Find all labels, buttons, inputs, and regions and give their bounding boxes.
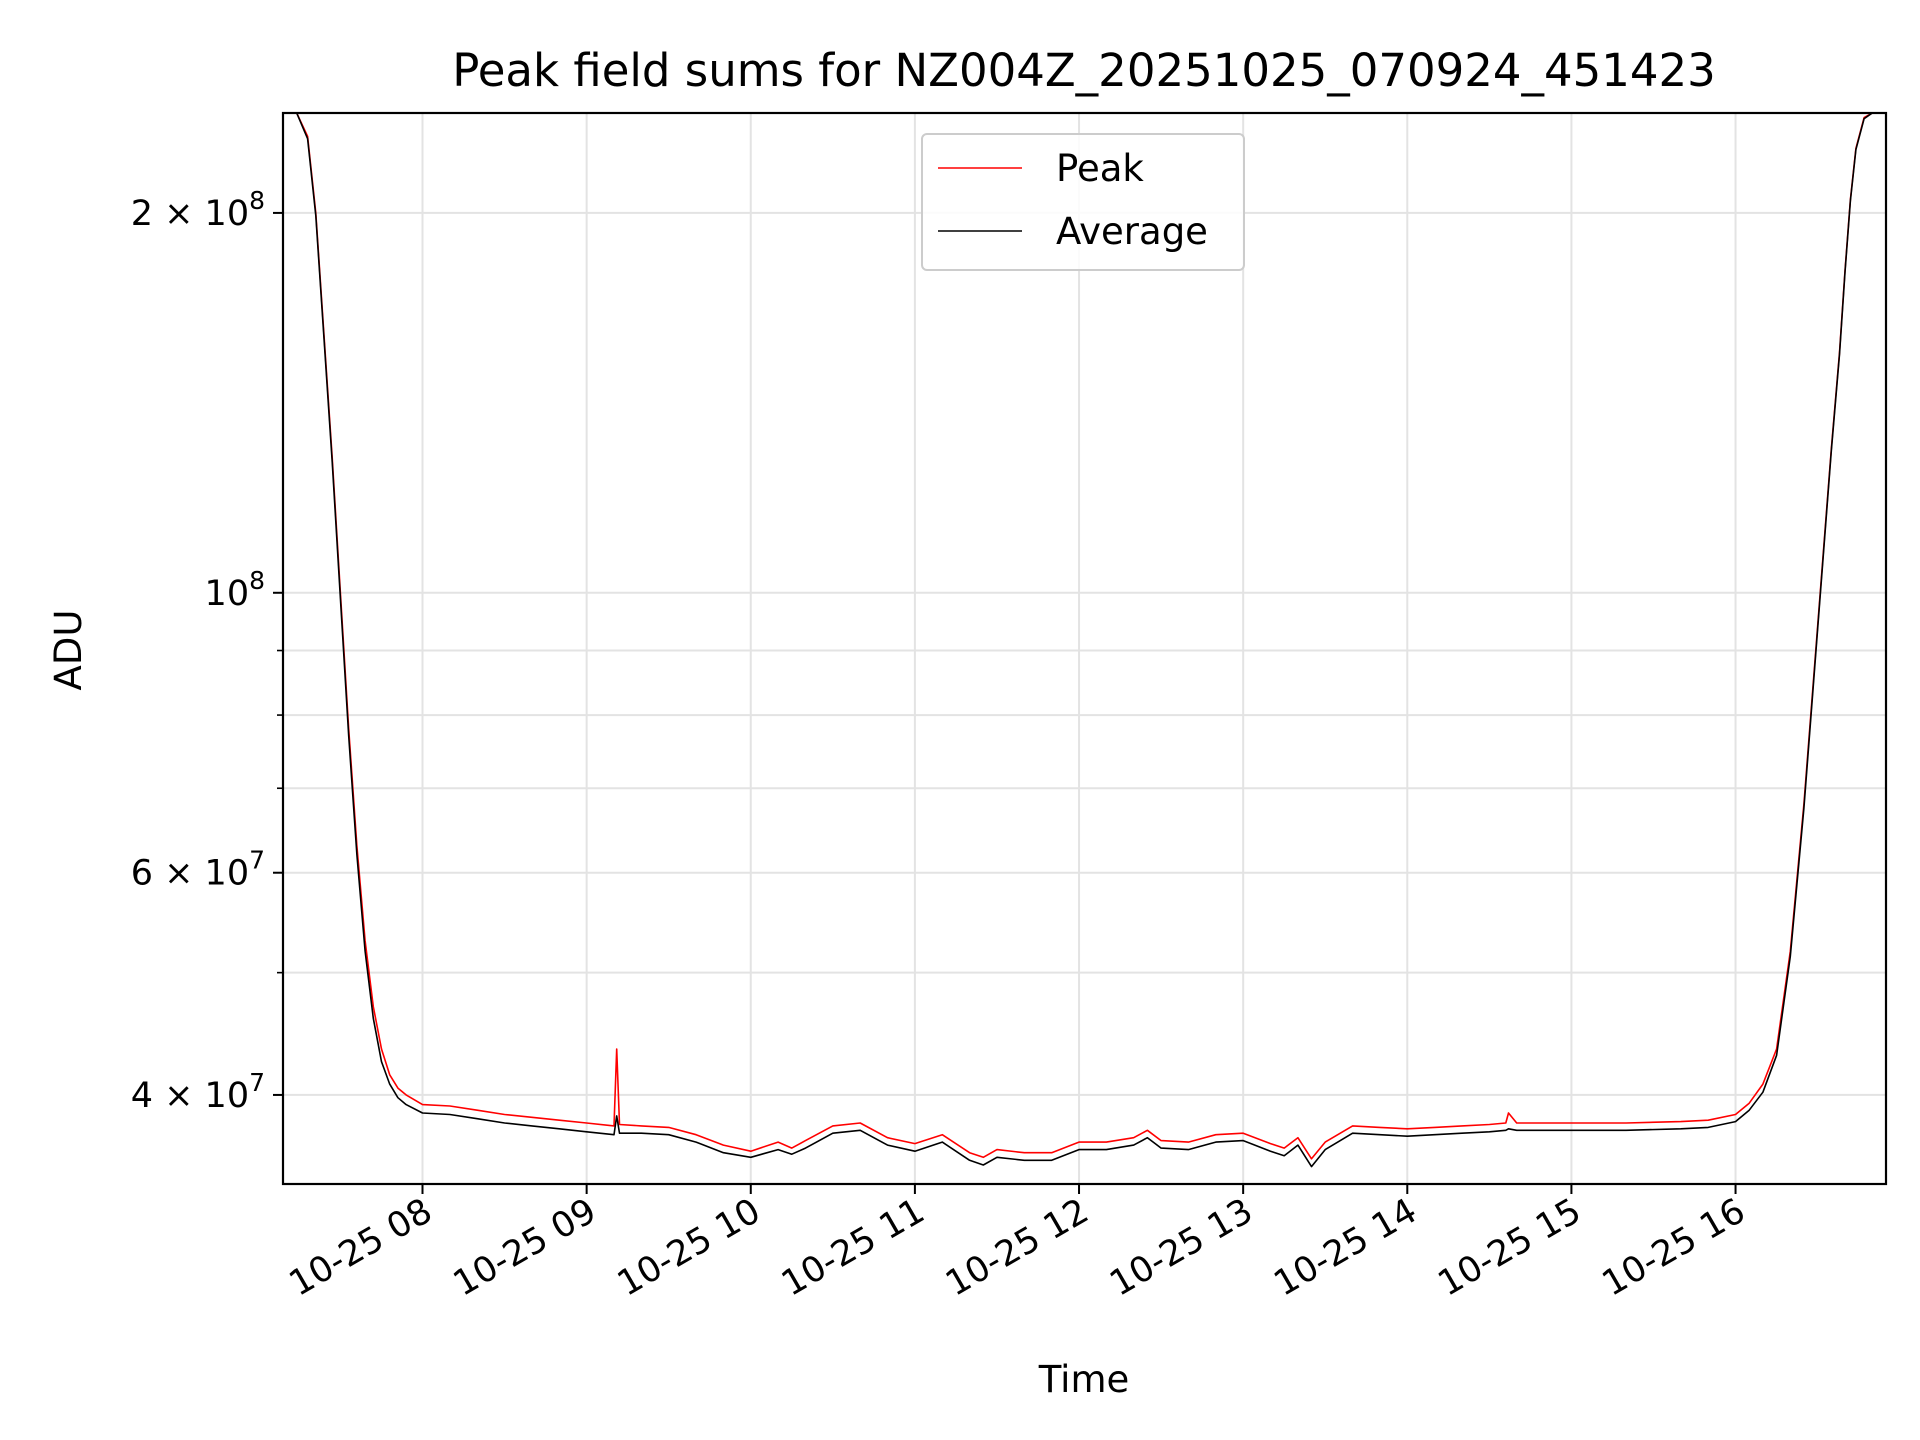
series-line-peak (283, 113, 1886, 1160)
plot-frame (281, 111, 1888, 1186)
legend: Peak Average (921, 133, 1245, 271)
y-axis: 4 × 107 6 × 107 108 2 × 108 (131, 186, 283, 1116)
y-axis-label: ADU (47, 610, 90, 691)
grid (283, 113, 1886, 1184)
y-tick-label: 4 × 107 (131, 1068, 265, 1116)
chart-title: Peak field sums for NZ004Z_20251025_0709… (452, 44, 1716, 97)
x-axis-label: Time (1038, 1358, 1130, 1401)
legend-label-average: Average (1056, 210, 1208, 253)
series-line-average (283, 113, 1886, 1168)
series-layer (283, 113, 1886, 1168)
legend-label-peak: Peak (1056, 147, 1144, 190)
y-tick-label: 108 (205, 566, 265, 614)
y-tick-label: 6 × 107 (131, 846, 265, 894)
y-tick-label: 2 × 108 (131, 186, 265, 234)
